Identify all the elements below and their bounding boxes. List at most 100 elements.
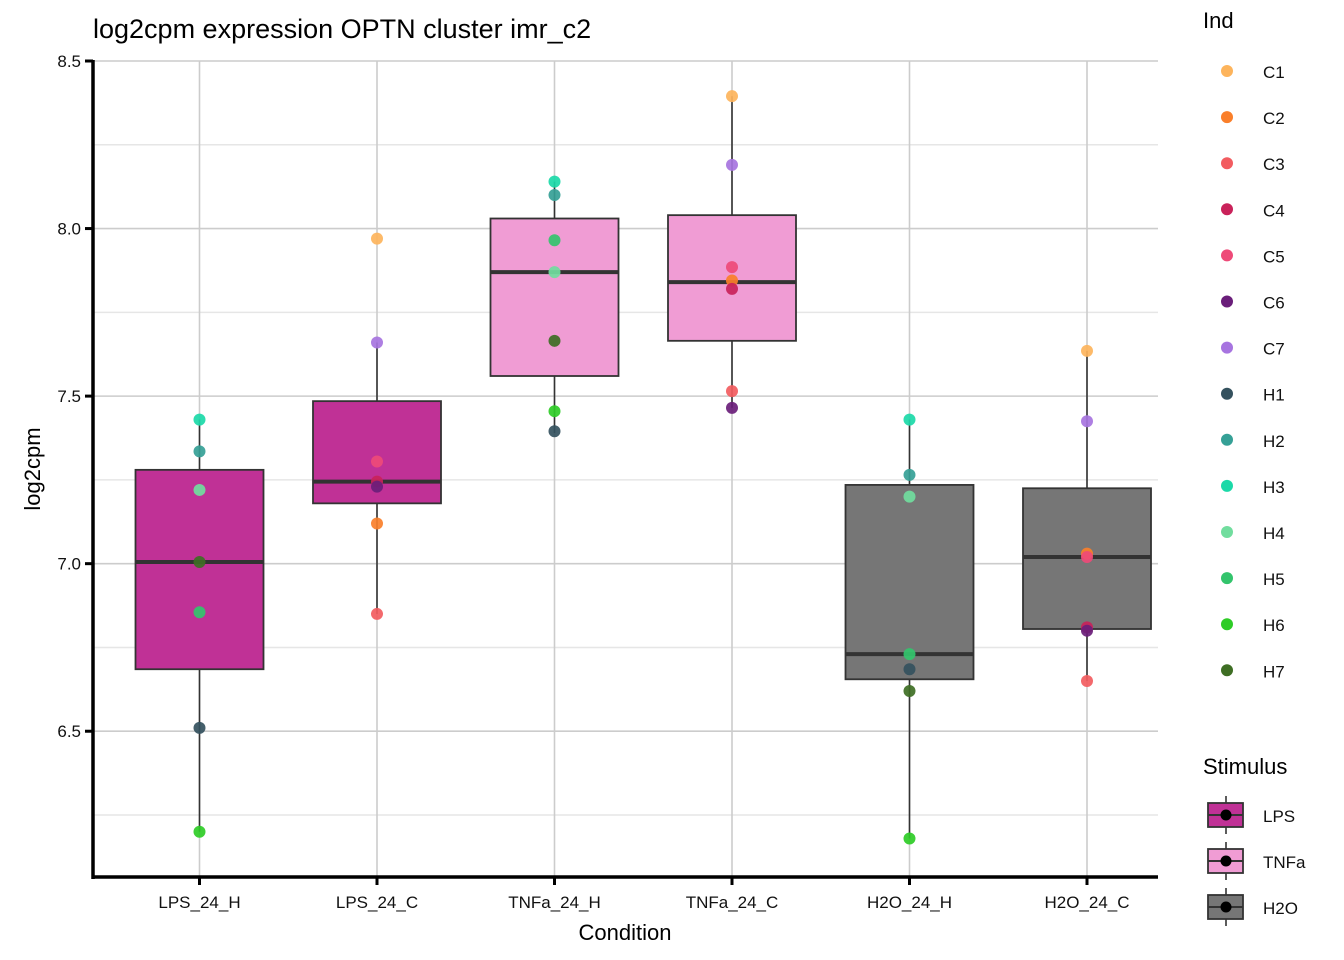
legend-item-C6: C6 bbox=[1221, 294, 1285, 313]
x-tick-label: LPS_24_C bbox=[336, 893, 418, 912]
legend-key-dot bbox=[1221, 111, 1233, 124]
legend-item-C3: C3 bbox=[1221, 155, 1285, 174]
legend-label: LPS bbox=[1263, 807, 1295, 826]
chart-title: log2cpm expression OPTN cluster imr_c2 bbox=[93, 14, 591, 44]
x-tick-label: H2O_24_H bbox=[867, 893, 952, 912]
legend-label: H2O bbox=[1263, 899, 1298, 918]
point-H2 bbox=[193, 445, 206, 458]
point-H3 bbox=[548, 175, 561, 188]
point-H1 bbox=[548, 425, 561, 438]
point-C1 bbox=[1081, 344, 1093, 357]
legend-item-H6: H6 bbox=[1221, 616, 1285, 635]
legend-label: C3 bbox=[1263, 155, 1285, 174]
legend-label: H7 bbox=[1263, 662, 1285, 681]
legend-key-dot bbox=[1221, 203, 1233, 216]
legend-key-dot bbox=[1220, 809, 1232, 821]
x-axis-ticks: LPS_24_H LPS_24_C TNFa_24_H TNFa_24_C H2O_24… bbox=[158, 877, 1130, 912]
grid-lines bbox=[93, 60, 1158, 877]
legend-key-dot bbox=[1221, 572, 1233, 585]
point-H5 bbox=[548, 234, 561, 247]
boxes-layer bbox=[134, 96, 1152, 839]
point-H2 bbox=[548, 189, 561, 202]
legend-label: C5 bbox=[1263, 247, 1285, 266]
box-TNFa_24_C bbox=[667, 96, 797, 408]
legend-item-H2O: H2O bbox=[1207, 888, 1298, 926]
legend-item-C4: C4 bbox=[1221, 201, 1285, 220]
point-H6 bbox=[903, 832, 916, 845]
point-C3 bbox=[726, 385, 738, 398]
legend-item-H4: H4 bbox=[1221, 524, 1285, 543]
y-tick-label: 7.0 bbox=[57, 555, 81, 574]
x-tick-label: H2O_24_C bbox=[1044, 893, 1129, 912]
legend-stimulus-title: Stimulus bbox=[1203, 754, 1287, 779]
point-H3 bbox=[193, 413, 206, 426]
point-C5 bbox=[1081, 550, 1093, 563]
point-H4 bbox=[903, 490, 916, 503]
legend-key-dot bbox=[1220, 901, 1232, 913]
point-C6 bbox=[726, 401, 738, 414]
legend-item-C5: C5 bbox=[1221, 247, 1285, 266]
y-axis-title: log2cpm bbox=[20, 427, 45, 510]
point-C5 bbox=[371, 455, 383, 468]
legend-label: TNFa bbox=[1263, 853, 1306, 872]
point-C3 bbox=[1081, 674, 1093, 687]
legend-label: H3 bbox=[1263, 478, 1285, 497]
point-C1 bbox=[726, 90, 738, 103]
point-C2 bbox=[371, 517, 383, 530]
point-H1 bbox=[903, 663, 916, 676]
legend-label: H2 bbox=[1263, 432, 1285, 451]
point-H7 bbox=[903, 685, 916, 698]
legend-label: C4 bbox=[1263, 201, 1285, 220]
legend-item-C2: C2 bbox=[1221, 109, 1285, 128]
legend-item-C1: C1 bbox=[1221, 63, 1285, 82]
point-H7 bbox=[193, 555, 206, 568]
legend-key-dot bbox=[1221, 341, 1233, 354]
point-C7 bbox=[726, 158, 738, 171]
point-H7 bbox=[548, 334, 561, 347]
point-H4 bbox=[548, 266, 561, 279]
point-H3 bbox=[903, 413, 916, 426]
legend-item-TNFa: TNFa bbox=[1207, 842, 1306, 880]
legend-item-H5: H5 bbox=[1221, 570, 1285, 589]
legend-key-dot bbox=[1221, 249, 1233, 262]
legend-item-LPS: LPS bbox=[1207, 796, 1295, 834]
y-tick-label: 8.5 bbox=[57, 52, 81, 71]
point-C6 bbox=[1081, 624, 1093, 637]
point-C7 bbox=[1081, 415, 1093, 428]
axes bbox=[91, 60, 1158, 879]
legend-label: C7 bbox=[1263, 340, 1285, 359]
legend-key-dot bbox=[1220, 855, 1232, 867]
legend-key-dot bbox=[1221, 433, 1233, 446]
legend-label: C6 bbox=[1263, 294, 1285, 313]
legend-key-dot bbox=[1221, 387, 1233, 400]
legend-ind-title: Ind bbox=[1203, 8, 1234, 33]
legend-label: H5 bbox=[1263, 570, 1285, 589]
box-iqr bbox=[844, 484, 975, 681]
legend-item-H1: H1 bbox=[1221, 386, 1285, 405]
point-C7 bbox=[371, 336, 383, 349]
legend-label: C2 bbox=[1263, 109, 1285, 128]
legend-item-H7: H7 bbox=[1221, 662, 1285, 681]
point-C2 bbox=[726, 274, 738, 287]
point-H5 bbox=[903, 648, 916, 661]
point-H5 bbox=[193, 606, 206, 619]
box-LPS_24_H bbox=[134, 419, 265, 832]
box-iqr bbox=[134, 468, 265, 671]
box-TNFa_24_H bbox=[489, 181, 620, 433]
legend-item-H2: H2 bbox=[1221, 432, 1285, 451]
legend-item-H3: H3 bbox=[1221, 478, 1285, 497]
y-tick-label: 8.0 bbox=[57, 220, 81, 239]
point-C1 bbox=[371, 232, 383, 245]
legend-key-dot bbox=[1221, 526, 1233, 538]
legend-key-dot bbox=[1221, 664, 1233, 677]
points-layer bbox=[193, 90, 1093, 845]
x-tick-label: LPS_24_H bbox=[158, 893, 240, 912]
point-H6 bbox=[548, 405, 561, 418]
x-tick-label: TNFa_24_C bbox=[686, 893, 779, 912]
legend-key-dot bbox=[1221, 618, 1233, 631]
point-C5 bbox=[726, 261, 738, 274]
legend-key-dot bbox=[1221, 157, 1233, 170]
point-H2 bbox=[903, 468, 916, 481]
box-H2O_24_H bbox=[844, 419, 975, 839]
